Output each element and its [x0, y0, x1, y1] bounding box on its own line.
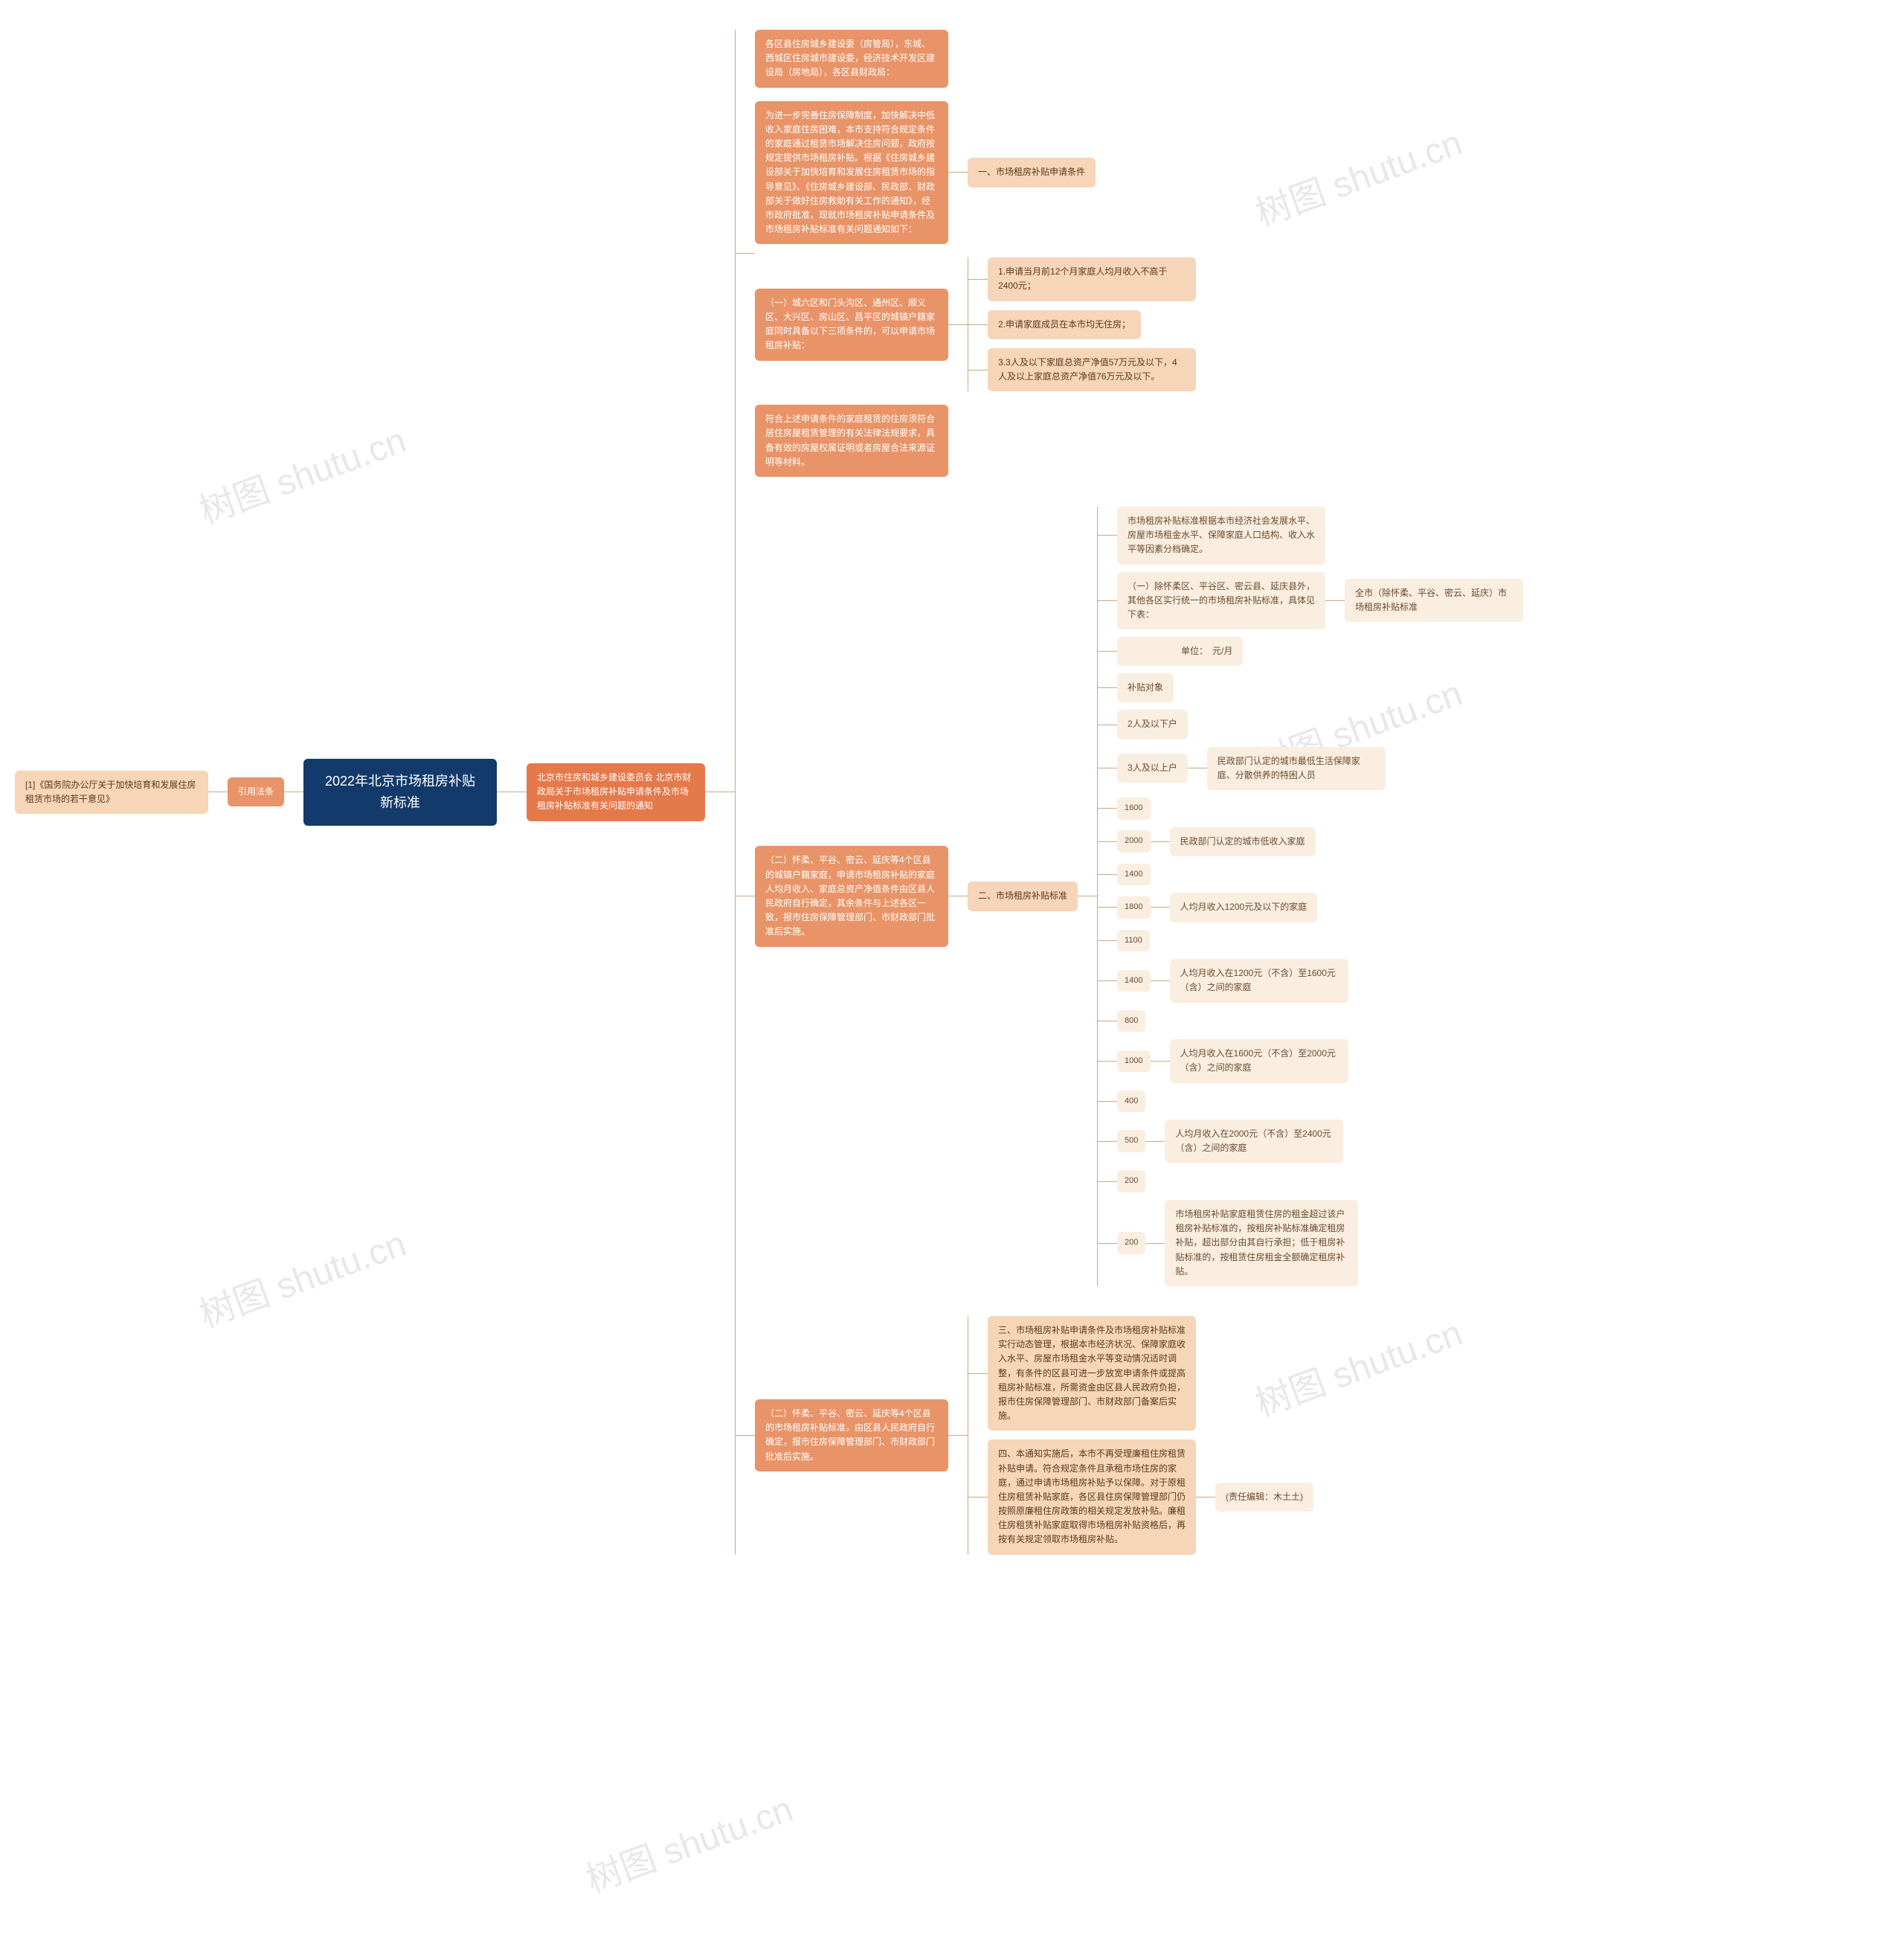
b2-val: 200: [1117, 1170, 1145, 1192]
b2-head: 二、市场租房补贴标准: [968, 882, 1078, 911]
b1-n3-child: 1.申请当月前12个月家庭人均月收入不高于2400元；: [988, 257, 1196, 301]
b1-n1: 各区县住房城乡建设委（房管局），东城、西城区住房城市建设委，经济技术开发区建设局…: [755, 30, 948, 88]
b2-val: 1400: [1117, 970, 1150, 992]
b2-val: 1000: [1117, 1050, 1150, 1073]
b2-val: 200: [1117, 1232, 1145, 1254]
b2-c4: 补贴对象: [1117, 673, 1174, 702]
b1-n3: （一）城六区和门头沟区、通州区、顺义区、大兴区、房山区、昌平区的城镇户籍家庭同时…: [755, 289, 948, 361]
b2-c6: 3人及以上户: [1117, 754, 1188, 783]
ref-law-text: [1]《国务院办公厅关于加快培育和发展住房租赁市场的若干意见》: [15, 771, 208, 814]
b3-node: （二）怀柔、平谷、密云、延庆等4个区县的市场租房补贴标准，由区县人民政府自行确定…: [755, 1399, 948, 1471]
b3-c1: 三、市场租房补贴申请条件及市场租房补贴标准实行动态管理，根据本市经济状况、保障家…: [988, 1316, 1196, 1431]
b2-val: 2000: [1117, 830, 1150, 853]
b2-val-label: 人均月收入在1600元（不含）至2000元（含）之间的家庭: [1170, 1039, 1348, 1082]
b2-val: 1100: [1117, 930, 1150, 952]
b2-c6r: 民政部门认定的城市最低生活保障家庭、分散供养的特困人员: [1207, 747, 1386, 790]
level1-notice: 北京市住房和城乡建设委员会 北京市财政局关于市场租房补贴申请条件及市场租房补贴标…: [527, 763, 705, 821]
b1-n2: 为进一步完善住房保障制度，加快解决中低收入家庭住房困难，本市支持符合规定条件的家…: [755, 101, 948, 245]
b3-c2r: (责任编辑：木土土): [1215, 1483, 1313, 1512]
b2-val-label: 人均月收入1200元及以下的家庭: [1170, 893, 1318, 922]
b2-val-label: 民政部门认定的城市低收入家庭: [1170, 827, 1316, 856]
b2-val: 1400: [1117, 864, 1150, 886]
root-node: 2022年北京市场租房补贴新标准: [303, 759, 497, 826]
b1-n4: 符合上述申请条件的家庭租赁的住房须符合居住房屋租赁管理的有关法律法规要求，具备有…: [755, 405, 948, 477]
left-branch: [1]《国务院办公厅关于加快培育和发展住房租赁市场的若干意见》 引用法条: [15, 771, 303, 814]
b2-val-label: 人均月收入在2000元（不含）至2400元（含）之间的家庭: [1165, 1120, 1343, 1163]
b2-node: （二）怀柔、平谷、密云、延庆等4个区县的城镇户籍家庭，申请市场租房补贴的家庭人均…: [755, 846, 948, 946]
b3-c2: 四、本通知实施后，本市不再受理廉租住房租赁补贴申请。符合规定条件且承租市场住房的…: [988, 1439, 1196, 1554]
b2-c3: 单位： 元/月: [1117, 637, 1243, 666]
b2-val: 1600: [1117, 797, 1150, 820]
b2-val-label: 人均月收入在1200元（不含）至1600元（含）之间的家庭: [1170, 959, 1348, 1002]
b2-val: 1800: [1117, 896, 1150, 919]
ref-law-label: 引用法条: [228, 777, 284, 806]
b2-c1: 市场租房补贴标准根据本市经济社会发展水平、房屋市场租金水平、保障家庭人口结构、收…: [1117, 507, 1325, 565]
watermark: 树图 shutu.cn: [578, 1779, 799, 1902]
b2-val-label: 市场租房补贴家庭租赁住房的租金超过该户租房补贴标准的，按租房补贴标准确定租房补贴…: [1165, 1200, 1358, 1286]
b2-val: 400: [1117, 1091, 1145, 1113]
mindmap-root: [1]《国务院办公厅关于加快培育和发展住房租赁市场的若干意见》 引用法条 202…: [15, 30, 1889, 1555]
b2-c2r: 全市（除怀柔、平谷、密云、延庆）市场租房补贴标准: [1345, 579, 1523, 622]
b1-n2-right: 一、市场租房补贴申请条件: [968, 158, 1096, 187]
b2-c2: （一）除怀柔区、平谷区、密云县、延庆县外，其他各区实行统一的市场租房补贴标准，具…: [1117, 572, 1325, 630]
b1-n3-child: 3.3人及以下家庭总资产净值57万元及以下，4人及以上家庭总资产净值76万元及以…: [988, 348, 1196, 391]
b2-c5: 2人及以下户: [1117, 710, 1188, 739]
b2-val: 800: [1117, 1010, 1145, 1033]
b2-val: 500: [1117, 1130, 1145, 1152]
b1-n3-child: 2.申请家庭成员在本市均无住房；: [988, 310, 1141, 339]
